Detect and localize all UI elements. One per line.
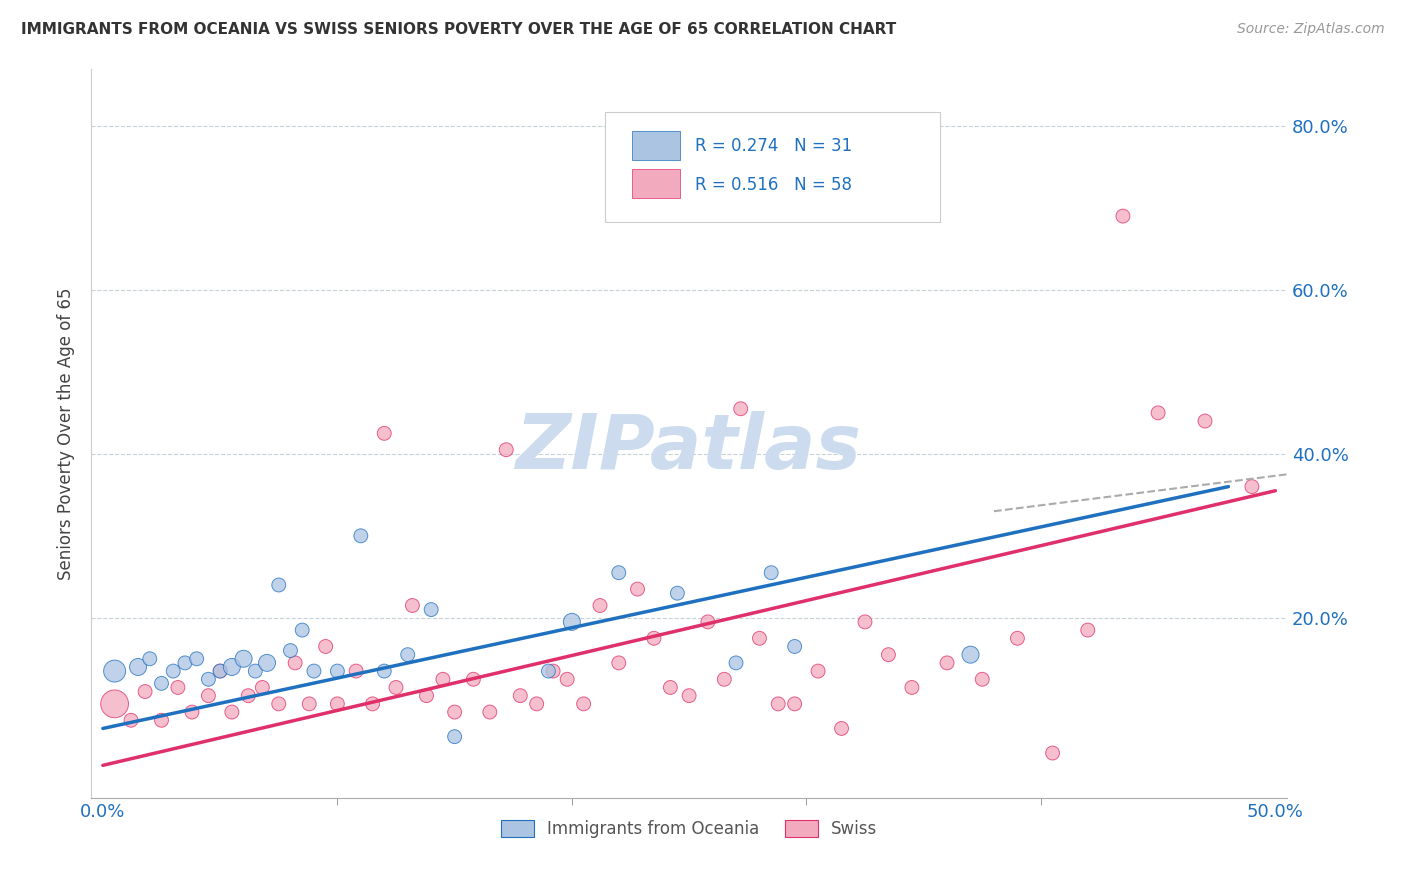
Point xyxy=(197,689,219,703)
Point xyxy=(463,673,485,687)
Point xyxy=(245,664,267,678)
Point xyxy=(221,705,243,719)
Point xyxy=(167,681,190,695)
Point xyxy=(197,673,219,687)
Point xyxy=(267,578,290,592)
Point xyxy=(678,689,700,703)
Text: IMMIGRANTS FROM OCEANIA VS SWISS SENIORS POVERTY OVER THE AGE OF 65 CORRELATION : IMMIGRANTS FROM OCEANIA VS SWISS SENIORS… xyxy=(21,22,897,37)
Point xyxy=(315,640,337,654)
Point xyxy=(555,673,578,687)
Point xyxy=(344,664,367,678)
Text: Source: ZipAtlas.com: Source: ZipAtlas.com xyxy=(1237,22,1385,37)
Point xyxy=(696,615,718,629)
Point xyxy=(659,681,682,695)
Point xyxy=(478,705,501,719)
FancyBboxPatch shape xyxy=(606,112,941,222)
Text: R = 0.516   N = 58: R = 0.516 N = 58 xyxy=(695,177,852,194)
Point xyxy=(350,529,373,543)
Legend: Immigrants from Oceania, Swiss: Immigrants from Oceania, Swiss xyxy=(494,813,884,845)
Point xyxy=(134,684,156,698)
Point xyxy=(724,656,747,670)
Point xyxy=(127,660,149,674)
Point xyxy=(443,705,465,719)
Point xyxy=(267,697,290,711)
Point xyxy=(186,652,208,666)
Point xyxy=(256,656,278,670)
Point xyxy=(326,664,349,678)
Point xyxy=(298,697,321,711)
Point xyxy=(561,615,583,629)
Point xyxy=(807,664,830,678)
Point xyxy=(541,664,564,678)
Point xyxy=(730,401,752,416)
Point xyxy=(326,697,349,711)
Point xyxy=(401,599,423,613)
Point xyxy=(783,697,806,711)
Point xyxy=(666,586,689,600)
Point xyxy=(589,599,612,613)
Point xyxy=(221,660,243,674)
Point xyxy=(1112,209,1135,223)
Point xyxy=(373,664,395,678)
FancyBboxPatch shape xyxy=(631,130,679,160)
Point xyxy=(783,640,806,654)
Text: ZIPatlas: ZIPatlas xyxy=(516,411,862,485)
Point xyxy=(252,681,274,695)
Point xyxy=(209,664,232,678)
Point xyxy=(104,697,127,711)
Point xyxy=(607,566,630,580)
Text: R = 0.274   N = 31: R = 0.274 N = 31 xyxy=(695,136,852,155)
Point xyxy=(1240,480,1263,494)
Point xyxy=(877,648,900,662)
Point xyxy=(936,656,959,670)
Point xyxy=(853,615,876,629)
Point xyxy=(607,656,630,670)
Point xyxy=(1042,746,1064,760)
Point xyxy=(420,602,443,616)
Point xyxy=(174,656,197,670)
Point xyxy=(901,681,924,695)
Point xyxy=(443,730,465,744)
Point xyxy=(1077,623,1099,637)
Point xyxy=(432,673,454,687)
Point xyxy=(104,664,127,678)
Point xyxy=(150,713,173,727)
Point xyxy=(373,426,395,441)
Point xyxy=(626,582,648,596)
Point xyxy=(526,697,548,711)
Point xyxy=(181,705,204,719)
Point xyxy=(291,623,314,637)
Point xyxy=(415,689,437,703)
Point xyxy=(120,713,142,727)
Point xyxy=(972,673,994,687)
Point xyxy=(302,664,325,678)
Point xyxy=(209,664,232,678)
FancyBboxPatch shape xyxy=(631,169,679,198)
Point xyxy=(396,648,419,662)
Point xyxy=(284,656,307,670)
Point xyxy=(150,676,173,690)
Point xyxy=(643,632,665,646)
Point xyxy=(139,652,162,666)
Point xyxy=(537,664,560,678)
Point xyxy=(1007,632,1029,646)
Point xyxy=(761,566,783,580)
Point xyxy=(495,442,517,457)
Point xyxy=(1147,406,1170,420)
Point xyxy=(713,673,735,687)
Point xyxy=(959,648,981,662)
Y-axis label: Seniors Poverty Over the Age of 65: Seniors Poverty Over the Age of 65 xyxy=(58,287,75,580)
Point xyxy=(361,697,384,711)
Point xyxy=(232,652,254,666)
Point xyxy=(238,689,260,703)
Point xyxy=(768,697,790,711)
Point xyxy=(385,681,408,695)
Point xyxy=(509,689,531,703)
Point xyxy=(748,632,770,646)
Point xyxy=(572,697,595,711)
Point xyxy=(162,664,184,678)
Point xyxy=(831,722,853,736)
Point xyxy=(1194,414,1216,428)
Point xyxy=(280,643,302,657)
